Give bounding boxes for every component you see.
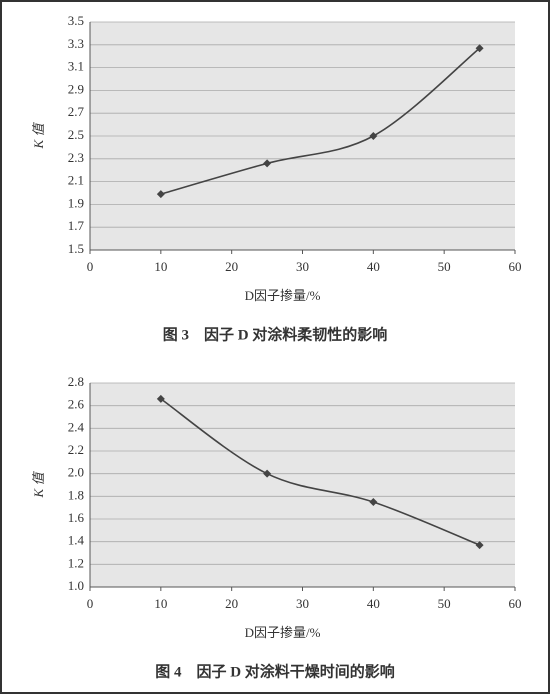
- y-tick-label: 2.3: [68, 150, 84, 165]
- x-tick-label: 30: [296, 259, 309, 274]
- y-tick-label: 1.4: [68, 533, 85, 548]
- y-tick-label: 2.5: [68, 127, 84, 142]
- y-tick-label: 2.1: [68, 173, 84, 188]
- data-point: [156, 190, 165, 199]
- x-tick-label: 60: [509, 596, 522, 611]
- x-tick-label: 40: [367, 259, 380, 274]
- x-tick-label: 60: [509, 259, 522, 274]
- y-tick-label: 3.3: [68, 36, 84, 51]
- y-tick-label: 1.7: [68, 218, 85, 233]
- y-tick-label: 2.4: [68, 419, 85, 434]
- x-tick-label: 10: [154, 259, 167, 274]
- y-tick-label: 2.2: [68, 442, 84, 457]
- data-point: [263, 469, 272, 478]
- y-tick-label: 3.5: [68, 13, 84, 28]
- data-point: [475, 541, 484, 550]
- y-tick-label: 1.5: [68, 241, 84, 256]
- y-tick-label: 2.0: [68, 465, 84, 480]
- y-axis-label: K 值: [31, 471, 46, 499]
- y-tick-label: 1.8: [68, 487, 84, 502]
- data-point: [475, 44, 484, 53]
- y-tick-label: 1.2: [68, 555, 84, 570]
- data-line: [160, 398, 480, 546]
- data-line: [160, 47, 481, 195]
- x-tick-label: 20: [225, 596, 238, 611]
- x-tick-label: 50: [438, 259, 451, 274]
- y-tick-label: 1.6: [68, 510, 85, 525]
- x-tick-label: 20: [225, 259, 238, 274]
- plot-area: [90, 383, 515, 587]
- data-point: [369, 498, 378, 506]
- data-point: [263, 159, 272, 168]
- y-tick-label: 2.8: [68, 374, 84, 389]
- x-axis-label: D因子掺量/%: [245, 625, 321, 640]
- y-tick-label: 1.9: [68, 195, 84, 210]
- x-tick-label: 0: [87, 596, 94, 611]
- x-tick-label: 10: [154, 596, 167, 611]
- y-tick-label: 2.9: [68, 81, 84, 96]
- caption: 图 4 因子 D 对涂料干燥时间的影响: [155, 662, 395, 680]
- y-tick-label: 2.7: [68, 104, 85, 119]
- caption: 图 3 因子 D 对涂料柔韧性的影响: [163, 325, 388, 343]
- x-tick-label: 40: [367, 596, 380, 611]
- y-tick-label: 1.0: [68, 578, 84, 593]
- y-axis-label: K 值: [31, 122, 46, 150]
- x-axis-label: D因子掺量/%: [245, 288, 321, 303]
- data-point: [369, 132, 378, 140]
- x-tick-label: 0: [87, 259, 94, 274]
- y-tick-label: 2.6: [68, 397, 85, 412]
- x-tick-label: 30: [296, 596, 309, 611]
- y-tick-label: 3.1: [68, 59, 84, 74]
- data-point: [156, 394, 165, 403]
- x-tick-label: 50: [438, 596, 451, 611]
